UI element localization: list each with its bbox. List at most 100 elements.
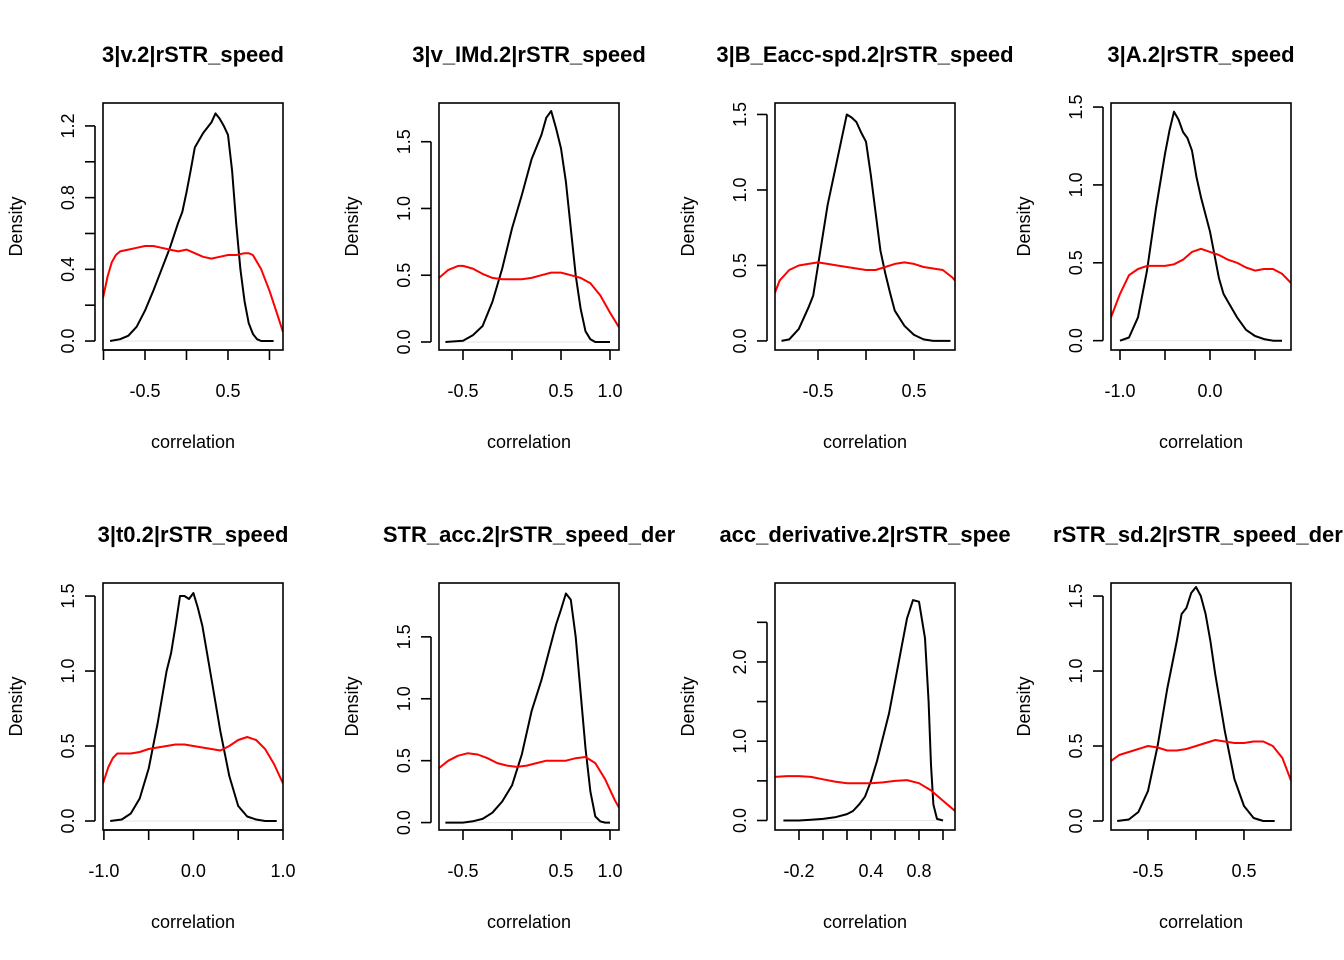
y-tick-label: 0.4 bbox=[58, 257, 78, 282]
y-axis-label: Density bbox=[342, 196, 362, 256]
y-tick-label: 1.5 bbox=[394, 624, 414, 649]
x-tick-label: 0.0 bbox=[1197, 381, 1222, 401]
y-axis-label: Density bbox=[678, 196, 698, 256]
y-axis-label: Density bbox=[1014, 676, 1034, 736]
y-tick-label: 0.0 bbox=[730, 328, 750, 353]
y-tick-label: 0.5 bbox=[730, 253, 750, 278]
x-tick-label: -0.5 bbox=[802, 381, 833, 401]
y-tick-label: 1.0 bbox=[394, 686, 414, 711]
x-tick-label: -0.5 bbox=[1132, 861, 1163, 881]
x-tick-label: -0.5 bbox=[447, 381, 478, 401]
y-tick-label: 0.5 bbox=[394, 263, 414, 288]
panel-title: acc_derivative.2|rSTR_spee bbox=[719, 522, 1010, 547]
y-tick-label: 0.0 bbox=[394, 810, 414, 835]
x-axis-label: correlation bbox=[823, 912, 907, 932]
x-axis-label: correlation bbox=[1159, 912, 1243, 932]
y-axis-label: Density bbox=[6, 676, 26, 736]
panel-title: 3|B_Eacc-spd.2|rSTR_speed bbox=[716, 42, 1013, 67]
panel-title: 3|A.2|rSTR_speed bbox=[1107, 42, 1294, 67]
x-tick-label: -0.5 bbox=[447, 861, 478, 881]
x-axis-label: correlation bbox=[487, 912, 571, 932]
panel-4: 3|A.2|rSTR_speed -1.0 0.0 0.0 0.5 1.0 1.5 corre… bbox=[1014, 42, 1295, 452]
y-tick-label: 0.0 bbox=[1066, 328, 1086, 353]
y-tick-label: 1.0 bbox=[394, 196, 414, 221]
x-tick-label: 1.0 bbox=[270, 861, 295, 881]
null-density-curve bbox=[775, 775, 955, 812]
y-tick-label: 0.0 bbox=[730, 808, 750, 833]
plot-box bbox=[1110, 582, 1292, 831]
plot-box bbox=[102, 582, 284, 831]
null-density-curve bbox=[103, 245, 283, 333]
x-tick-label: 0.5 bbox=[548, 861, 573, 881]
null-density-curve bbox=[1111, 247, 1291, 318]
y-tick-label: 0.5 bbox=[1066, 734, 1086, 759]
y-tick-label: 0.5 bbox=[58, 734, 78, 759]
panel-title: 3|v.2|rSTR_speed bbox=[102, 42, 284, 67]
y-tick-label: 1.0 bbox=[730, 177, 750, 202]
y-tick-label: 2.0 bbox=[730, 649, 750, 674]
x-tick-label: -1.0 bbox=[1104, 381, 1135, 401]
x-tick-label: -0.2 bbox=[783, 861, 814, 881]
y-axis-label: Density bbox=[6, 196, 26, 256]
null-density-curve bbox=[103, 736, 283, 784]
panel-6: STR_acc.2|rSTR_speed_der -0.5 0.5 1.0 0.0 0.5… bbox=[342, 522, 676, 932]
y-tick-label: 1.2 bbox=[58, 113, 78, 138]
y-tick-label: 0.5 bbox=[1066, 250, 1086, 275]
y-tick-label: 1.0 bbox=[730, 729, 750, 754]
panel-2: 3|v_IMd.2|rSTR_speed -0.5 0.5 1.0 0.0 0.5 1.0 1… bbox=[342, 42, 646, 452]
x-tick-label: 0.4 bbox=[858, 861, 883, 881]
x-axis-label: correlation bbox=[487, 432, 571, 452]
x-tick-label: 0.0 bbox=[181, 861, 206, 881]
y-axis-label: Density bbox=[678, 676, 698, 736]
x-tick-label: 1.0 bbox=[597, 861, 622, 881]
panel-title: rSTR_sd.2|rSTR_speed_deri bbox=[1053, 522, 1344, 547]
observed-density-curve bbox=[445, 592, 610, 824]
y-tick-label: 1.5 bbox=[730, 102, 750, 127]
y-tick-label: 0.8 bbox=[58, 185, 78, 210]
null-density-curve bbox=[439, 752, 619, 809]
x-axis-label: correlation bbox=[151, 432, 235, 452]
observed-density-curve bbox=[781, 113, 951, 342]
panel-title: STR_acc.2|rSTR_speed_der bbox=[383, 522, 676, 547]
x-tick-label: -1.0 bbox=[88, 861, 119, 881]
null-density-curve bbox=[1111, 739, 1291, 781]
observed-density-curve bbox=[110, 592, 277, 822]
observed-density-curve bbox=[1117, 586, 1275, 822]
panel-1: 3|v.2|rSTR_speed -0.5 0.5 0.0 0.4 0.8 1.2 corre… bbox=[6, 42, 284, 452]
plot-box bbox=[438, 582, 620, 831]
y-tick-label: 0.0 bbox=[58, 329, 78, 354]
plot-box bbox=[102, 102, 284, 351]
observed-density-curve bbox=[1119, 110, 1282, 342]
y-tick-label: 1.5 bbox=[394, 129, 414, 154]
x-axis-label: correlation bbox=[823, 432, 907, 452]
x-tick-label: 1.0 bbox=[597, 381, 622, 401]
observed-density-curve bbox=[783, 599, 944, 822]
x-tick-label: -0.5 bbox=[129, 381, 160, 401]
y-tick-label: 1.0 bbox=[58, 659, 78, 684]
plot-box bbox=[438, 102, 620, 351]
panel-8: rSTR_sd.2|rSTR_speed_deri -0.5 0.5 0.0 0.5 1.… bbox=[1014, 522, 1344, 932]
y-axis-label: Density bbox=[342, 676, 362, 736]
x-axis-label: correlation bbox=[1159, 432, 1243, 452]
y-tick-label: 1.5 bbox=[58, 584, 78, 609]
panel-3: 3|B_Eacc-spd.2|rSTR_speed -0.5 0.5 0.0 0.5 1.… bbox=[678, 42, 1014, 452]
y-tick-label: 1.5 bbox=[1066, 95, 1086, 120]
y-tick-label: 0.0 bbox=[1066, 808, 1086, 833]
panel-title: 3|v_IMd.2|rSTR_speed bbox=[412, 42, 646, 67]
y-tick-label: 1.5 bbox=[1066, 584, 1086, 609]
y-axis-label: Density bbox=[1014, 196, 1034, 256]
y-tick-label: 0.0 bbox=[58, 808, 78, 833]
observed-density-curve bbox=[445, 110, 610, 343]
x-tick-label: 0.5 bbox=[215, 381, 240, 401]
panel-5: 3|t0.2|rSTR_speed -1.0 0.0 1.0 0.0 0.5 1.0 1.5 c… bbox=[6, 522, 296, 932]
panel-title: 3|t0.2|rSTR_speed bbox=[98, 522, 289, 547]
x-tick-label: 0.5 bbox=[901, 381, 926, 401]
panel-7: acc_derivative.2|rSTR_spee -0.2 0.4 0.8 0.0 1… bbox=[678, 522, 1011, 932]
y-tick-label: 0.0 bbox=[394, 329, 414, 354]
x-tick-label: 0.5 bbox=[548, 381, 573, 401]
observed-density-curve bbox=[109, 112, 274, 342]
y-tick-label: 1.0 bbox=[1066, 172, 1086, 197]
x-tick-label: 0.5 bbox=[1231, 861, 1256, 881]
x-axis-label: correlation bbox=[151, 912, 235, 932]
